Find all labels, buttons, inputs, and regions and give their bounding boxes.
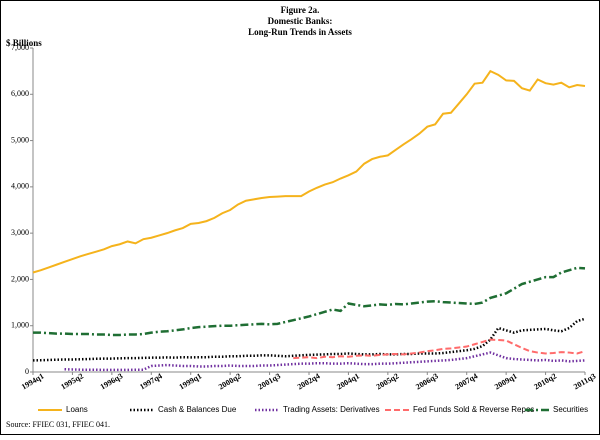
legend-label: Trading Assets: Derivatives: [283, 405, 380, 414]
legend-label: Cash & Balances Due: [158, 405, 237, 414]
series-line: [33, 266, 586, 337]
series-line: [32, 69, 586, 274]
legend-label: Loans: [66, 405, 88, 414]
y-axis-label: $ Billions: [6, 38, 42, 48]
legend-label: Fed Funds Sold & Reverse Repos: [413, 405, 534, 414]
source: Source: FFIEC 031, FFIEC 041.: [6, 420, 110, 429]
series-line: [293, 338, 586, 360]
chart-title: Figure 2a.: [281, 5, 320, 15]
y-tick-label: 5,000: [11, 135, 29, 144]
chart-subtitle: Domestic Banks:: [268, 16, 333, 26]
y-tick-label: 3,000: [11, 228, 29, 237]
y-tick-label: 2,000: [11, 274, 29, 283]
legend-label: Securities: [553, 405, 588, 414]
y-tick-label: 1,000: [11, 321, 29, 330]
y-tick-label: 7,000: [11, 43, 29, 52]
series-line: [64, 351, 586, 372]
series-line: [32, 317, 586, 362]
y-tick-label: 4,000: [11, 182, 29, 191]
y-tick-label: 6,000: [11, 89, 29, 98]
y-tick-label: 0: [25, 367, 29, 376]
chart-subtitle: Long-Run Trends in Assets: [248, 27, 352, 37]
